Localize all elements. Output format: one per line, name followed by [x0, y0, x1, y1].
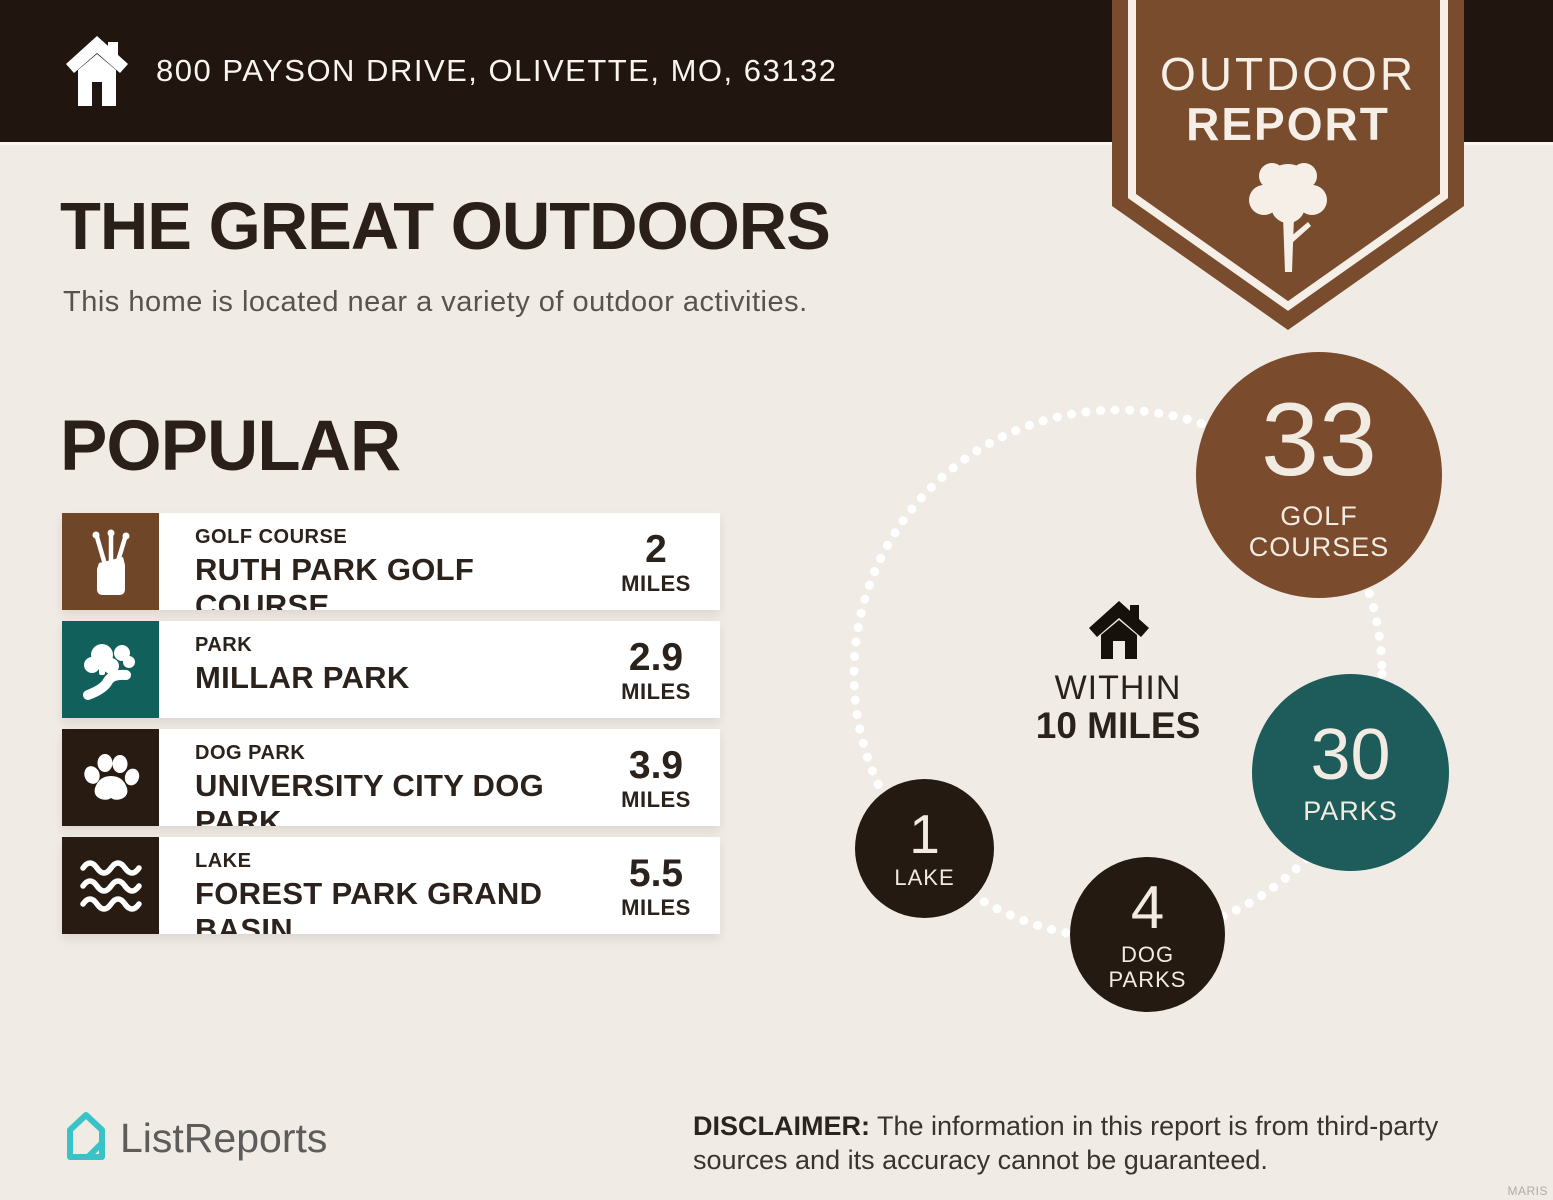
center-house-icon [1089, 601, 1149, 659]
golf-bag-icon [92, 529, 129, 595]
item-name: RUTH PARK GOLF COURSE [195, 552, 475, 610]
stat-value: 33 [1261, 381, 1377, 498]
stat-label: DOG PARKS [1108, 941, 1187, 992]
listreports-brand: ListReports [120, 1115, 328, 1161]
item-distance: 2.9 [628, 636, 684, 679]
stat-label: LAKE [894, 864, 955, 890]
item-category: DOG PARK [195, 742, 306, 764]
dog-park-tile [62, 729, 159, 826]
waves-icon [79, 859, 142, 912]
tree-icon [1249, 163, 1327, 272]
list-item-park: PARK MILLAR PARK 2.9 MILES [62, 621, 720, 718]
park-tile [62, 621, 159, 718]
popular-list: GOLF COURSE RUTH PARK GOLF COURSE 2 MILE… [62, 513, 720, 945]
disclaimer-text: The information in this report is from t… [693, 1111, 1439, 1175]
disclaimer: DISCLAIMER: The information in this repo… [693, 1109, 1498, 1177]
item-distance-unit: MILES [621, 895, 691, 920]
golf-tile [62, 513, 159, 610]
list-item-dog-park: DOG PARK UNIVERSITY CITY DOG PARK 3.9 MI… [62, 729, 720, 826]
stat-golf-courses: 33 GOLF COURSES [1196, 352, 1442, 598]
radius-label-line1: WITHIN [1054, 669, 1182, 707]
stat-label: GOLF COURSES [1248, 500, 1390, 562]
item-distance-unit: MILES [621, 571, 691, 596]
list-item-golf-course: GOLF COURSE RUTH PARK GOLF COURSE 2 MILE… [62, 513, 720, 610]
stat-parks: 30 PARKS [1252, 674, 1449, 871]
stat-value: 4 [1130, 873, 1165, 941]
page-subtitle: This home is located near a variety of o… [63, 286, 808, 318]
item-name: MILLAR PARK [195, 660, 410, 695]
radius-label-line2: 10 MILES [1035, 705, 1201, 746]
page-title: THE GREAT OUTDOORS [60, 189, 831, 264]
stat-value: 30 [1310, 714, 1391, 795]
home-icon [66, 36, 128, 106]
badge-line1: OUTDOOR [1160, 48, 1416, 100]
item-name: UNIVERSITY CITY DOG PARK [195, 768, 545, 826]
property-address: 800 PAYSON DRIVE, OLIVETTE, MO, 63132 [156, 53, 838, 88]
stat-value: 1 [909, 802, 940, 865]
item-distance: 2 [645, 528, 667, 571]
item-category: GOLF COURSE [195, 526, 348, 548]
item-category: LAKE [195, 850, 252, 872]
item-distance: 3.9 [628, 744, 684, 787]
paw-icon [83, 753, 139, 800]
item-name: FOREST PARK GRAND BASIN [195, 876, 543, 934]
disclaimer-label: DISCLAIMER: [693, 1111, 870, 1141]
badge-inner-border [1128, 0, 1448, 311]
stat-lake: 1 LAKE [855, 779, 994, 918]
item-distance-unit: MILES [621, 679, 691, 704]
popular-heading: POPULAR [60, 407, 401, 486]
lake-tile [62, 837, 159, 934]
listreports-logo-icon [67, 1112, 105, 1160]
park-trees-icon [82, 643, 135, 700]
list-item-lake: LAKE FOREST PARK GRAND BASIN 5.5 MILES [62, 837, 720, 934]
badge-line2: REPORT [1186, 98, 1390, 150]
item-distance-unit: MILES [621, 787, 691, 812]
outdoor-report-badge: OUTDOOR REPORT [1112, 0, 1464, 330]
item-distance: 5.5 [628, 852, 684, 895]
radius-dotted-ring [849, 405, 1387, 943]
item-category: PARK [195, 634, 253, 656]
maris-watermark: MARIS [1507, 1184, 1548, 1198]
stat-dog-parks: 4 DOG PARKS [1070, 857, 1225, 1012]
stat-label: PARKS [1303, 795, 1398, 826]
